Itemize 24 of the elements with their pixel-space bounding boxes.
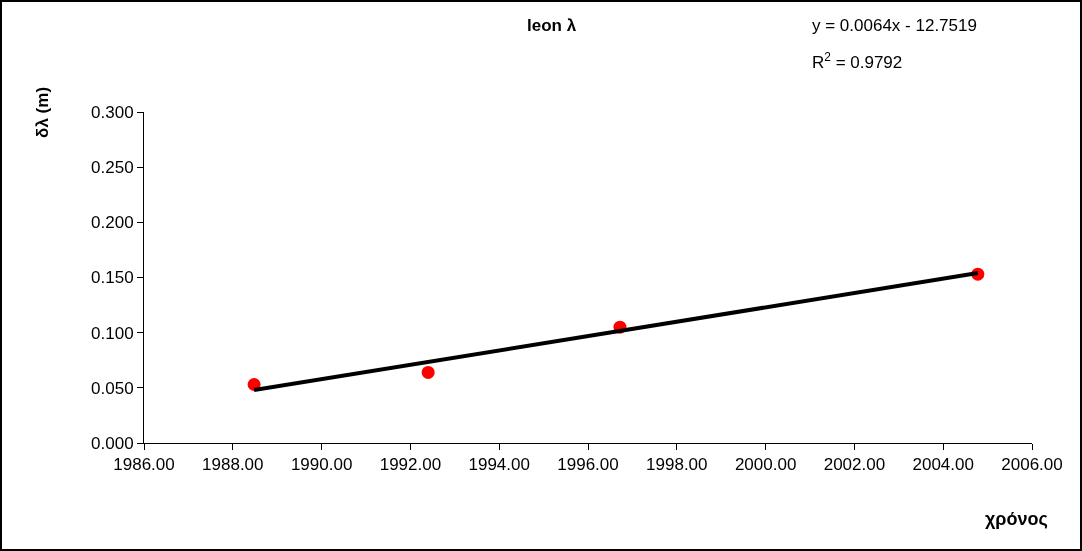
x-tick-label: 1986.00	[113, 455, 175, 475]
y-axis-title: δλ (m)	[32, 86, 52, 138]
x-tick-label: 2002.00	[823, 455, 886, 475]
x-tick-label: 2000.00	[734, 455, 797, 475]
y-tick-label: 0.200	[91, 213, 134, 233]
x-tick-label: 1996.00	[557, 455, 619, 475]
x-tick-label: 1994.00	[468, 455, 530, 475]
point	[421, 365, 435, 379]
chart-title: leon λ	[527, 16, 577, 35]
x-tick-label: 1988.00	[202, 455, 264, 475]
x-tick-label: 2004.00	[912, 455, 974, 475]
x-tick-label: 2006.00	[1001, 455, 1063, 475]
x-tick-label: 1990.00	[290, 455, 353, 475]
text: y = 0.0064x - 12.7519	[812, 16, 977, 35]
y-tick-label: 0.050	[91, 378, 134, 398]
x-tick-label: 1998.00	[646, 455, 708, 475]
y-tick-label: 0.000	[91, 433, 134, 453]
x-tick-label: 1992.00	[379, 455, 442, 475]
x-axis-title: χρόνος	[985, 509, 1048, 529]
y-tick-label: 0.100	[91, 323, 134, 343]
y-tick-label: 0.150	[91, 268, 134, 288]
y-tick-label: 0.300	[91, 102, 134, 122]
text: R$^{2}$ = 0.9792	[812, 50, 903, 73]
y-tick-label: 0.250	[91, 158, 134, 178]
